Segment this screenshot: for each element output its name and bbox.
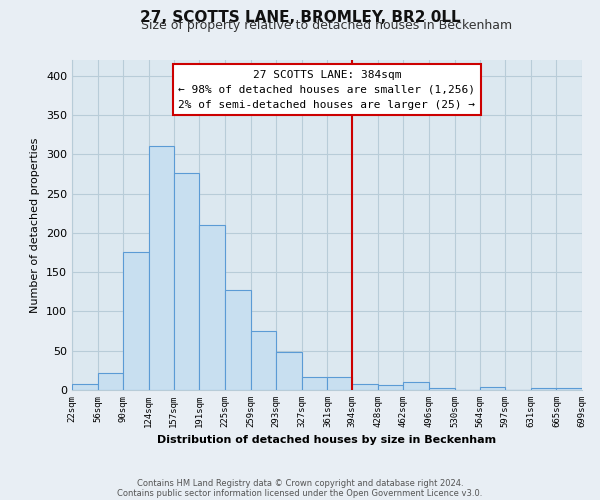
Bar <box>276 352 302 390</box>
Text: Contains HM Land Registry data © Crown copyright and database right 2024.: Contains HM Land Registry data © Crown c… <box>137 478 463 488</box>
Bar <box>251 331 276 390</box>
Bar <box>403 382 429 390</box>
Title: Size of property relative to detached houses in Beckenham: Size of property relative to detached ho… <box>142 20 512 32</box>
Bar <box>531 388 556 390</box>
X-axis label: Distribution of detached houses by size in Beckenham: Distribution of detached houses by size … <box>157 436 497 446</box>
Bar <box>481 387 505 390</box>
Bar <box>98 372 123 390</box>
Bar <box>173 173 199 390</box>
Text: Contains public sector information licensed under the Open Government Licence v3: Contains public sector information licen… <box>118 488 482 498</box>
Bar <box>328 378 352 390</box>
Bar <box>72 384 98 390</box>
Bar <box>302 378 328 390</box>
Text: 27, SCOTTS LANE, BROMLEY, BR2 0LL: 27, SCOTTS LANE, BROMLEY, BR2 0LL <box>140 10 460 25</box>
Text: 27 SCOTTS LANE: 384sqm
← 98% of detached houses are smaller (1,256)
2% of semi-d: 27 SCOTTS LANE: 384sqm ← 98% of detached… <box>179 70 476 110</box>
Bar <box>149 146 173 390</box>
Y-axis label: Number of detached properties: Number of detached properties <box>31 138 40 312</box>
Bar <box>556 388 582 390</box>
Bar <box>378 386 403 390</box>
Bar <box>352 384 378 390</box>
Bar <box>225 290 251 390</box>
Bar <box>123 252 149 390</box>
Bar <box>429 388 455 390</box>
Bar <box>199 225 225 390</box>
